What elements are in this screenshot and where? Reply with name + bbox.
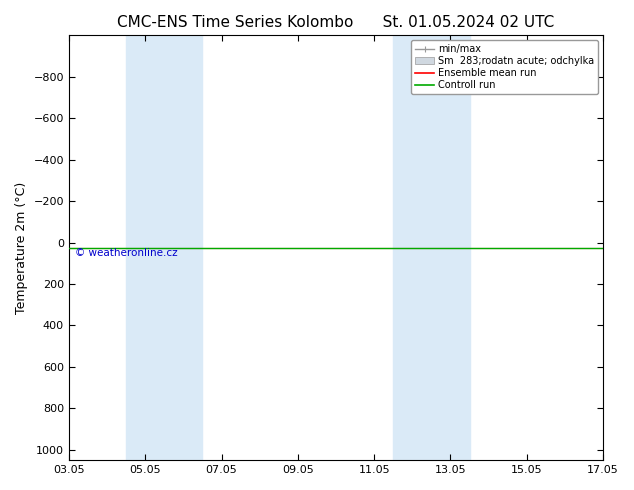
Title: CMC-ENS Time Series Kolombo      St. 01.05.2024 02 UTC: CMC-ENS Time Series Kolombo St. 01.05.20… (117, 15, 555, 30)
Bar (126, 35, 202, 460)
Y-axis label: Temperature 2m (°C): Temperature 2m (°C) (15, 182, 28, 314)
Text: © weatheronline.cz: © weatheronline.cz (75, 248, 178, 258)
Legend: min/max, Sm  283;rodatn acute; odchylka, Ensemble mean run, Controll run: min/max, Sm 283;rodatn acute; odchylka, … (411, 40, 598, 94)
Bar (393, 35, 470, 460)
